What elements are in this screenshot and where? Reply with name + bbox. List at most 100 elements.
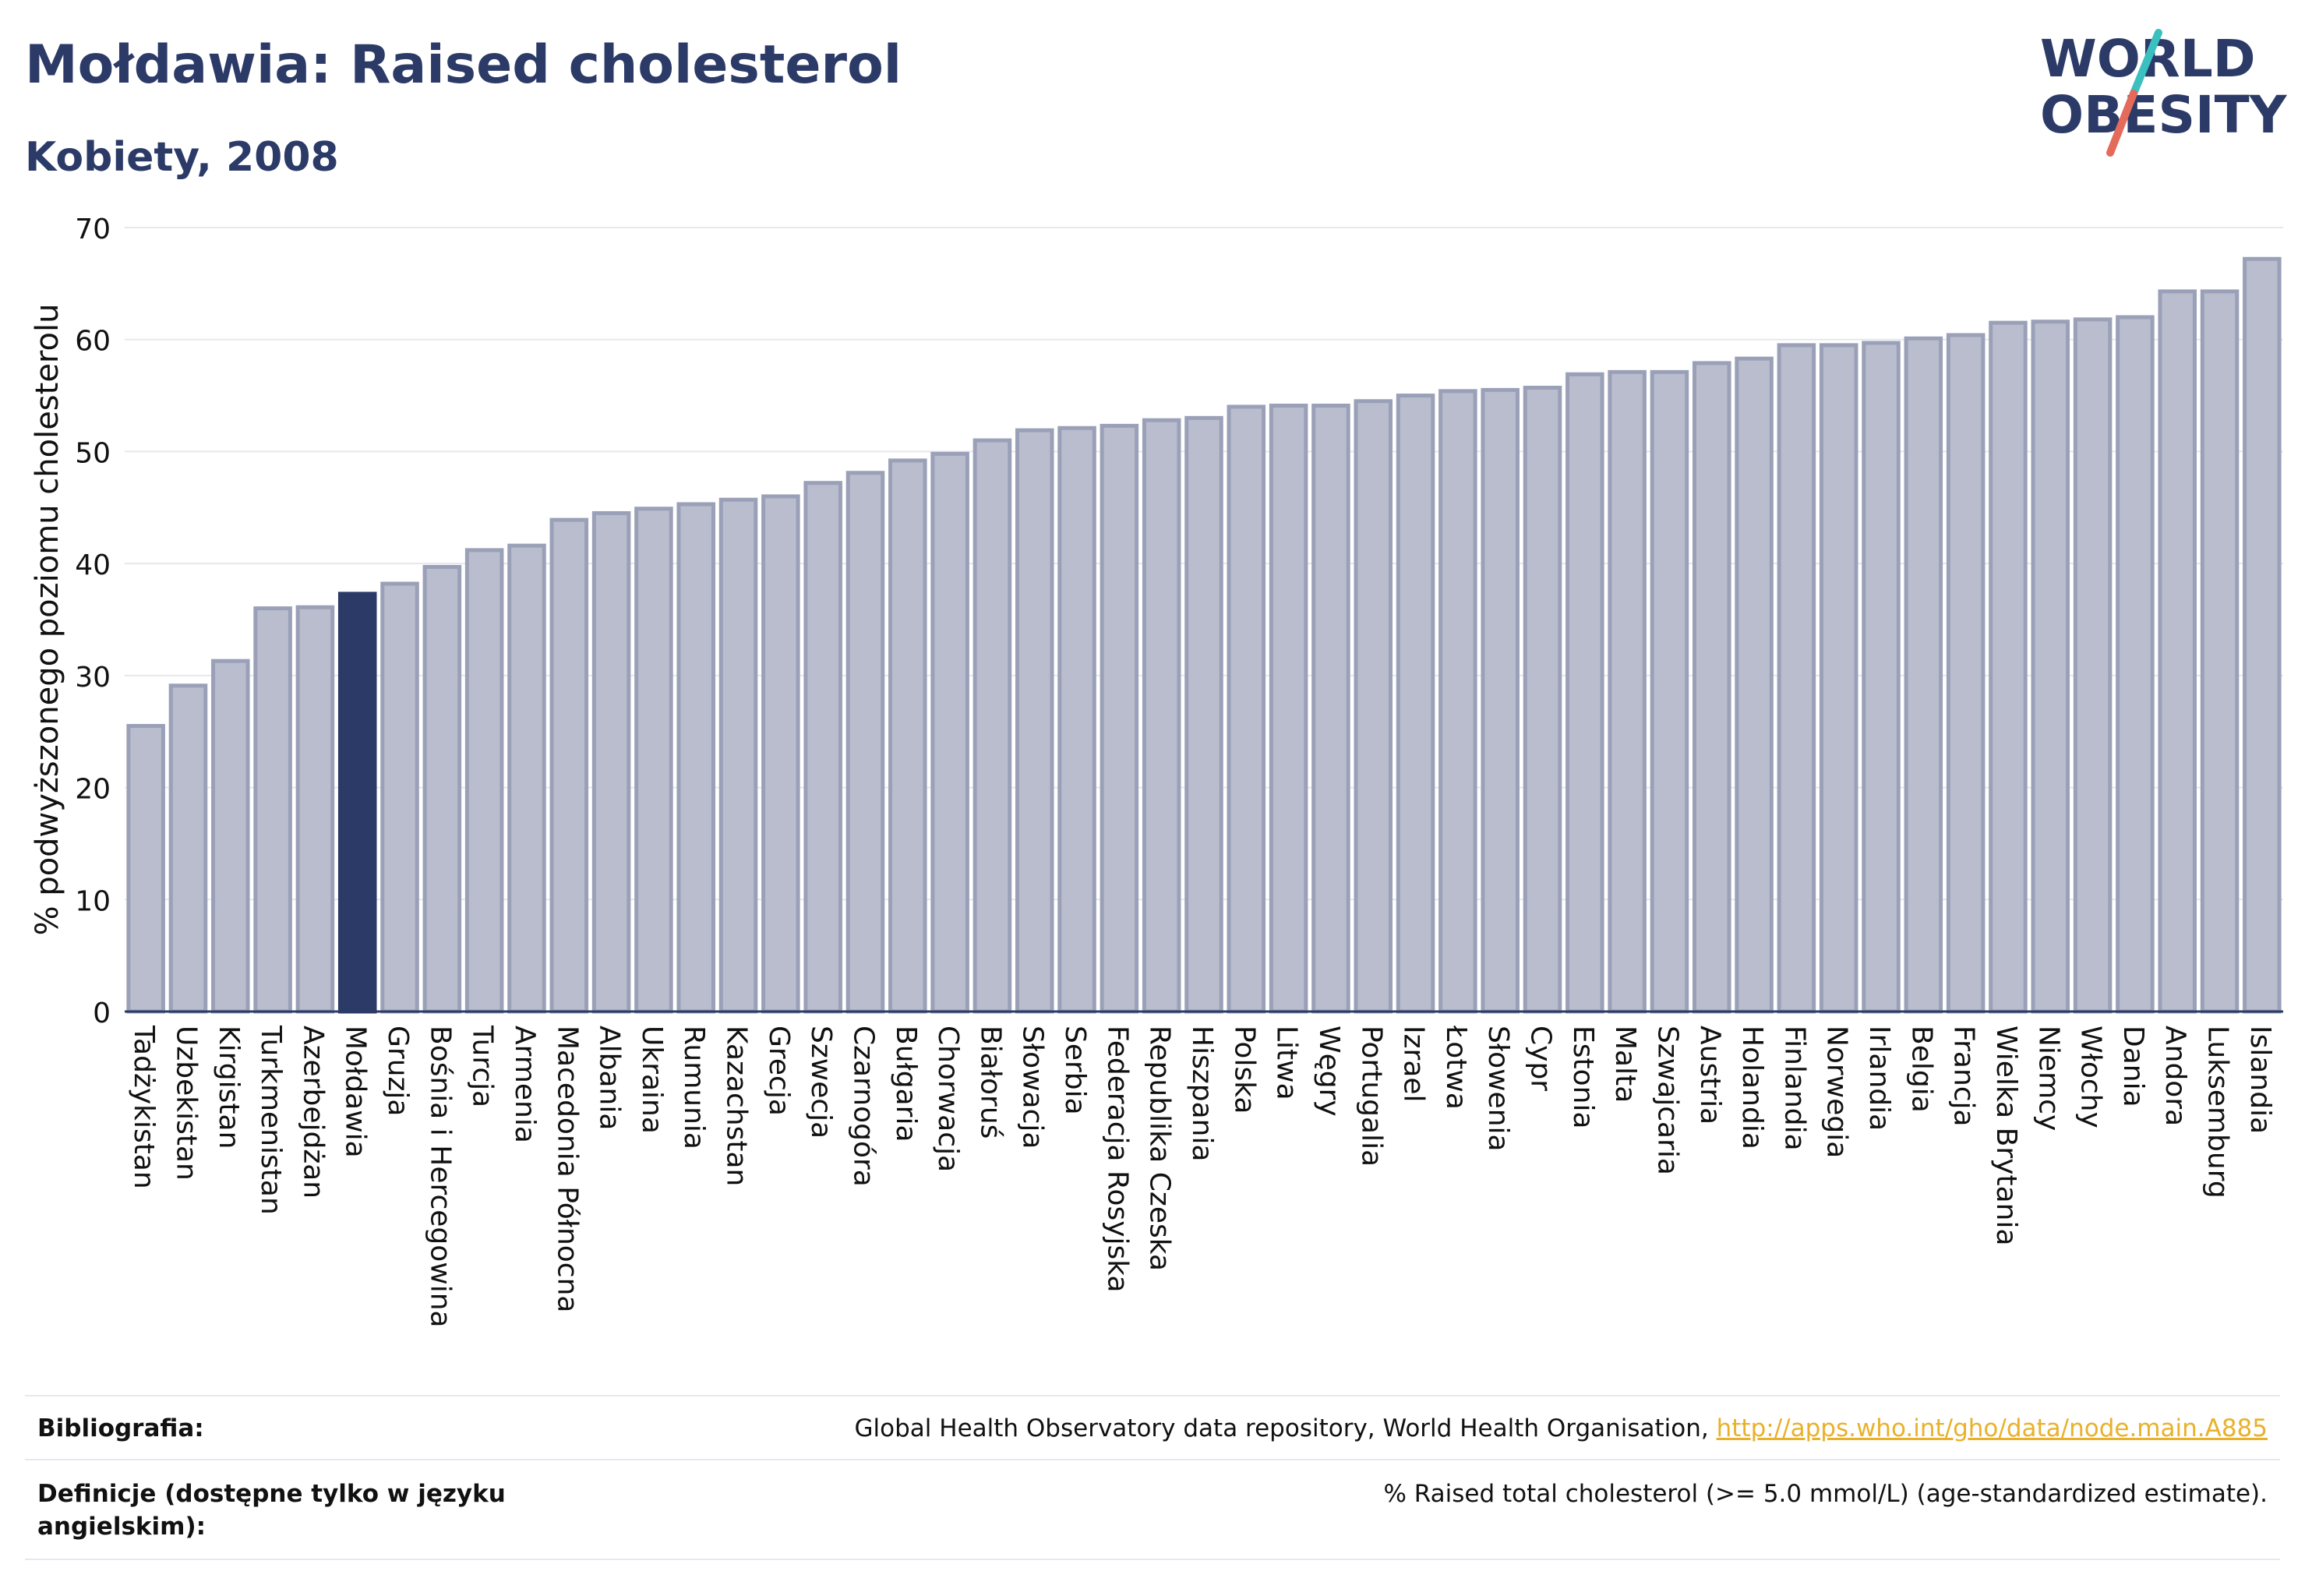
x-tick-label: Belgia xyxy=(1905,1026,1937,1113)
bar xyxy=(1057,425,1096,1014)
bar xyxy=(1354,399,1393,1014)
bar xyxy=(972,438,1012,1014)
y-axis-label: % podwyższonego poziomu cholesterolu xyxy=(30,304,65,936)
x-tick-label: Azerbejdżan xyxy=(297,1026,329,1199)
x-tick-label: Kirgistan xyxy=(213,1026,245,1149)
x-tick-label: Irlandia xyxy=(1863,1026,1895,1131)
bar xyxy=(507,543,546,1014)
bar xyxy=(422,564,462,1014)
x-tick-label: Szwecja xyxy=(805,1026,837,1139)
x-tick-label: Holandia xyxy=(1736,1026,1768,1149)
bar xyxy=(718,497,758,1014)
x-tick-label: Andora xyxy=(2159,1026,2191,1126)
bar xyxy=(761,494,800,1014)
y-tick-label: 40 xyxy=(75,549,111,581)
x-tick-label: Izrael xyxy=(1398,1026,1430,1103)
x-tick-label: Dania xyxy=(2117,1026,2149,1107)
y-tick-label: 70 xyxy=(75,214,111,245)
bar xyxy=(1565,372,1604,1014)
bar xyxy=(464,548,504,1014)
bar xyxy=(1608,369,1647,1014)
x-tick-label: Słowacja xyxy=(1017,1026,1049,1149)
x-tick-label: Rumunia xyxy=(678,1026,710,1149)
x-tick-label: Gruzja xyxy=(382,1026,414,1116)
y-tick-label: 10 xyxy=(75,885,111,917)
x-tick-label: Chorwacja xyxy=(932,1026,964,1172)
bar-chart: 0 10 20 30 40 50 60 70 Tadżykistan Uzbekistan Kir… xyxy=(30,214,2283,1328)
bar xyxy=(1989,320,2028,1014)
y-tick-label: 0 xyxy=(93,998,111,1029)
bar xyxy=(1311,404,1350,1014)
bar xyxy=(591,510,631,1014)
x-tick-label: Bułgaria xyxy=(890,1026,922,1142)
bar xyxy=(1184,415,1223,1014)
bar xyxy=(2243,256,2282,1014)
logo-slash-coral xyxy=(2106,90,2137,157)
bar xyxy=(1650,369,1689,1014)
x-tick-label: Armenia xyxy=(509,1026,541,1143)
x-tick-label: Włochy xyxy=(2075,1026,2107,1128)
bar xyxy=(2200,289,2240,1014)
bibliography-text: Global Health Observatory data repositor… xyxy=(854,1414,1717,1442)
x-tick-label: Austria xyxy=(1694,1026,1726,1125)
x-tick-label: Islandia xyxy=(2244,1026,2276,1134)
x-tick-label: Tadżykistan xyxy=(128,1025,160,1189)
bar xyxy=(1735,356,1774,1014)
page-subtitle: Kobiety, 2008 xyxy=(25,134,339,181)
bar xyxy=(1481,387,1520,1014)
x-tick-label: Wielka Brytania xyxy=(1990,1026,2022,1246)
definitions-row: Definicje (dostępne tylko w języku angie… xyxy=(25,1459,2280,1560)
bar xyxy=(1692,361,1731,1014)
bar xyxy=(845,471,885,1014)
x-tick-label: Turcja xyxy=(467,1025,499,1107)
bar xyxy=(380,581,419,1014)
bar xyxy=(337,591,377,1014)
x-tick-label: Finlandia xyxy=(1778,1026,1810,1151)
x-tick-label: Estonia xyxy=(1567,1026,1599,1129)
bibliography-link[interactable]: http://apps.who.int/gho/data/node.main.A… xyxy=(1716,1414,2268,1442)
x-tick-label: Malta xyxy=(1609,1026,1641,1103)
bar xyxy=(1227,404,1266,1014)
x-tick-label: Szwajcaria xyxy=(1651,1026,1683,1175)
bar xyxy=(2158,289,2197,1014)
bar xyxy=(2073,317,2113,1014)
x-tick-label: Białoruś xyxy=(974,1026,1006,1139)
bar xyxy=(1904,336,1943,1014)
bar xyxy=(2031,320,2070,1014)
bar xyxy=(253,606,292,1014)
y-axis-ticks: 0 10 20 30 40 50 60 70 xyxy=(75,214,111,1029)
y-tick-label: 30 xyxy=(75,662,111,694)
bars xyxy=(126,256,2282,1014)
bar xyxy=(676,502,716,1014)
bar xyxy=(930,451,969,1014)
x-tick-label: Federacja Rosyjska xyxy=(1101,1026,1133,1293)
x-tick-label: Niemcy xyxy=(2032,1026,2064,1131)
x-tick-label: Turkmenistan xyxy=(255,1025,287,1215)
bar xyxy=(1100,423,1139,1014)
page-title: Mołdawia: Raised cholesterol xyxy=(25,34,902,96)
x-tick-label: Hiszpania xyxy=(1186,1026,1218,1162)
x-tick-label: Luksemburg xyxy=(2202,1026,2234,1199)
bar xyxy=(1396,394,1435,1014)
footer: Bibliografia: Global Health Observatory … xyxy=(25,1395,2280,1566)
x-tick-label: Serbia xyxy=(1059,1026,1091,1115)
bar xyxy=(2116,315,2155,1014)
x-tick-label: Węgry xyxy=(1313,1026,1345,1117)
bar xyxy=(549,517,589,1014)
x-tick-label: Litwa xyxy=(1271,1026,1303,1100)
bar xyxy=(1946,333,1986,1014)
bar xyxy=(126,724,165,1014)
bar xyxy=(634,507,673,1014)
x-tick-label: Bośnia i Hercegowina xyxy=(424,1026,456,1328)
bar xyxy=(1142,418,1181,1014)
bar xyxy=(1015,428,1054,1014)
bar xyxy=(1269,404,1308,1014)
definitions-value: % Raised total cholesterol (>= 5.0 mmol/… xyxy=(1383,1480,2268,1508)
definitions-label: Definicje (dostępne tylko w języku angie… xyxy=(37,1480,506,1541)
x-tick-label: Norwegia xyxy=(1821,1026,1853,1158)
x-axis-ticks: Tadżykistan Uzbekistan Kirgistan Turkmenist… xyxy=(128,1025,2276,1328)
bar xyxy=(1819,343,1858,1014)
x-tick-label: Słowenia xyxy=(1482,1026,1514,1152)
x-tick-label: Polska xyxy=(1228,1026,1260,1114)
x-tick-label: Macedonia Północna xyxy=(551,1026,583,1312)
